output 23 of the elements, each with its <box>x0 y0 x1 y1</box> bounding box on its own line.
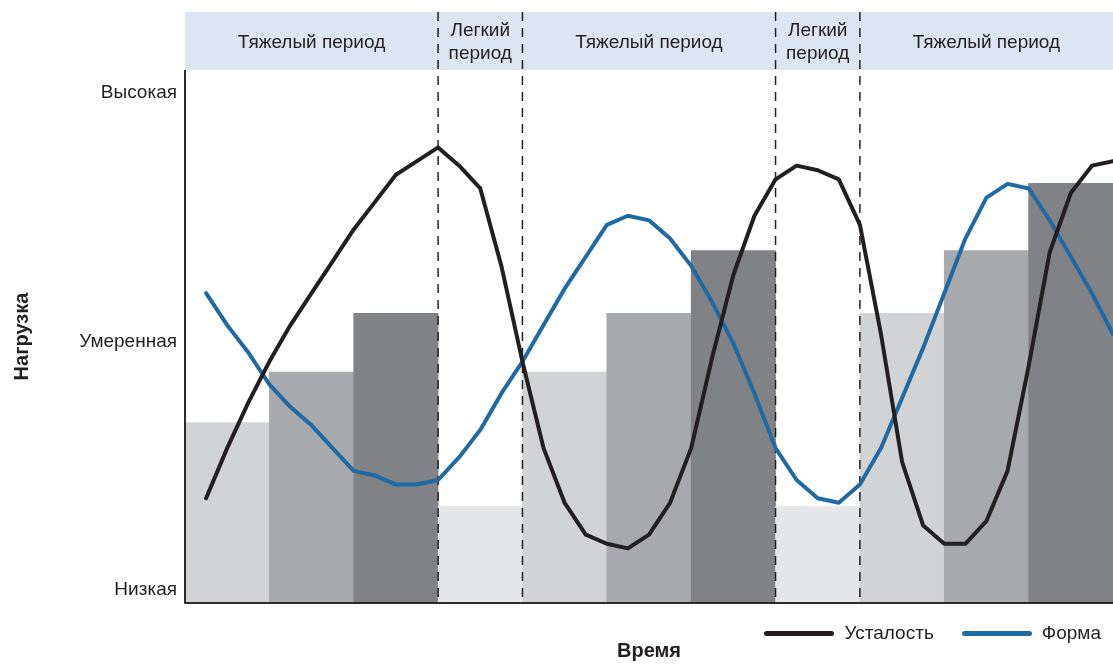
bar <box>1028 182 1113 603</box>
legend-label: Усталость <box>844 622 934 644</box>
y-axis-title: Нагрузка <box>9 291 32 381</box>
bar <box>775 506 861 603</box>
bar <box>690 250 776 603</box>
text: Тяжелый период <box>185 12 439 70</box>
text: Тяжелый период <box>859 12 1113 70</box>
text: Легкий период <box>438 12 523 70</box>
legend-label: Форма <box>1041 622 1101 644</box>
text: Тяжелый период <box>522 12 776 70</box>
bar <box>859 313 945 603</box>
bar <box>606 313 692 603</box>
bar <box>353 313 439 603</box>
text: Низкая <box>114 578 177 600</box>
bar <box>185 422 270 603</box>
text: Высокая <box>100 81 177 103</box>
bar <box>269 371 355 603</box>
bar <box>943 250 1029 603</box>
text: Легкий период <box>775 12 860 70</box>
bar <box>437 506 523 603</box>
x-axis-title: Время <box>617 638 681 661</box>
bar <box>522 371 608 603</box>
text: Умеренная <box>79 329 177 351</box>
